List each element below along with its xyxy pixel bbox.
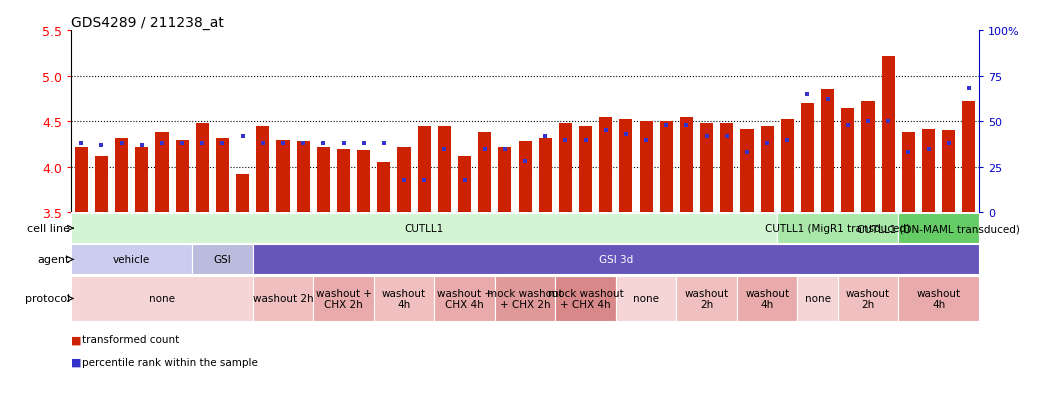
Bar	[801, 104, 814, 213]
Bar	[498, 147, 511, 213]
Text: none: none	[633, 294, 660, 304]
Bar	[115, 138, 128, 213]
Bar	[252, 245, 979, 275]
Text: washout +
CHX 2h: washout + CHX 2h	[315, 288, 372, 309]
Bar	[252, 276, 313, 321]
Bar	[296, 142, 310, 213]
Bar	[700, 124, 713, 213]
Text: CUTLL1: CUTLL1	[404, 223, 444, 233]
Bar	[740, 129, 754, 213]
Bar	[176, 140, 188, 213]
Bar	[337, 149, 350, 213]
Bar	[313, 276, 374, 321]
Bar	[357, 151, 371, 213]
Bar	[676, 276, 737, 321]
Bar	[435, 276, 495, 321]
Bar	[374, 276, 435, 321]
Bar	[257, 126, 269, 213]
Bar	[579, 126, 593, 213]
Bar	[216, 138, 229, 213]
Bar	[898, 214, 979, 244]
Bar	[760, 126, 774, 213]
Bar	[539, 138, 552, 213]
Text: mock washout
+ CHX 4h: mock washout + CHX 4h	[548, 288, 623, 309]
Bar	[398, 147, 410, 213]
Bar	[71, 276, 252, 321]
Bar	[599, 117, 612, 213]
Bar	[901, 133, 915, 213]
Text: GSI 3d: GSI 3d	[599, 255, 633, 265]
Bar	[518, 142, 532, 213]
Bar	[821, 90, 834, 213]
Bar	[720, 124, 733, 213]
Bar	[193, 245, 252, 275]
Text: washout
4h: washout 4h	[916, 288, 961, 309]
Text: mock washout
+ CHX 2h: mock washout + CHX 2h	[487, 288, 563, 309]
Text: washout
4h: washout 4h	[382, 288, 426, 309]
Bar	[781, 120, 794, 213]
Bar	[559, 124, 572, 213]
Bar	[458, 157, 471, 213]
Bar	[620, 120, 632, 213]
Bar	[922, 129, 935, 213]
Bar	[737, 276, 798, 321]
Text: GSI: GSI	[214, 255, 231, 265]
Text: CUTLL1 (MigR1 transduced): CUTLL1 (MigR1 transduced)	[765, 223, 910, 233]
Bar	[862, 102, 874, 213]
Bar	[495, 276, 555, 321]
Bar	[71, 245, 193, 275]
Bar	[438, 126, 451, 213]
Text: CUTLL1 (DN-MAML transduced): CUTLL1 (DN-MAML transduced)	[857, 223, 1020, 233]
Bar	[942, 131, 955, 213]
Bar	[377, 163, 391, 213]
Text: washout +
CHX 4h: washout + CHX 4h	[437, 288, 492, 309]
Text: agent: agent	[38, 255, 70, 265]
Bar	[842, 108, 854, 213]
Text: washout
2h: washout 2h	[685, 288, 729, 309]
Bar	[71, 214, 777, 244]
Bar	[276, 140, 290, 213]
Bar	[616, 276, 676, 321]
Bar	[418, 126, 430, 213]
Bar	[237, 175, 249, 213]
Text: cell line: cell line	[27, 223, 70, 233]
Text: washout
4h: washout 4h	[745, 288, 789, 309]
Text: GDS4289 / 211238_at: GDS4289 / 211238_at	[71, 16, 224, 30]
Bar	[838, 276, 898, 321]
Bar	[680, 117, 693, 213]
Bar	[555, 276, 616, 321]
Text: washout 2h: washout 2h	[252, 294, 313, 304]
Bar	[640, 122, 652, 213]
Text: washout
2h: washout 2h	[846, 288, 890, 309]
Bar	[155, 133, 169, 213]
Bar	[135, 147, 149, 213]
Bar	[478, 133, 491, 213]
Bar	[777, 214, 898, 244]
Text: ■: ■	[71, 335, 82, 344]
Text: none: none	[149, 294, 175, 304]
Text: protocol: protocol	[25, 294, 70, 304]
Text: none: none	[804, 294, 830, 304]
Bar	[95, 157, 108, 213]
Bar	[317, 147, 330, 213]
Text: vehicle: vehicle	[113, 255, 151, 265]
Bar	[898, 276, 979, 321]
Text: percentile rank within the sample: percentile rank within the sample	[82, 357, 258, 367]
Bar	[962, 102, 976, 213]
Bar	[74, 147, 88, 213]
Bar	[882, 57, 895, 213]
Text: ■: ■	[71, 357, 82, 367]
Bar	[798, 276, 838, 321]
Bar	[660, 122, 673, 213]
Text: transformed count: transformed count	[82, 335, 179, 344]
Bar	[196, 124, 208, 213]
